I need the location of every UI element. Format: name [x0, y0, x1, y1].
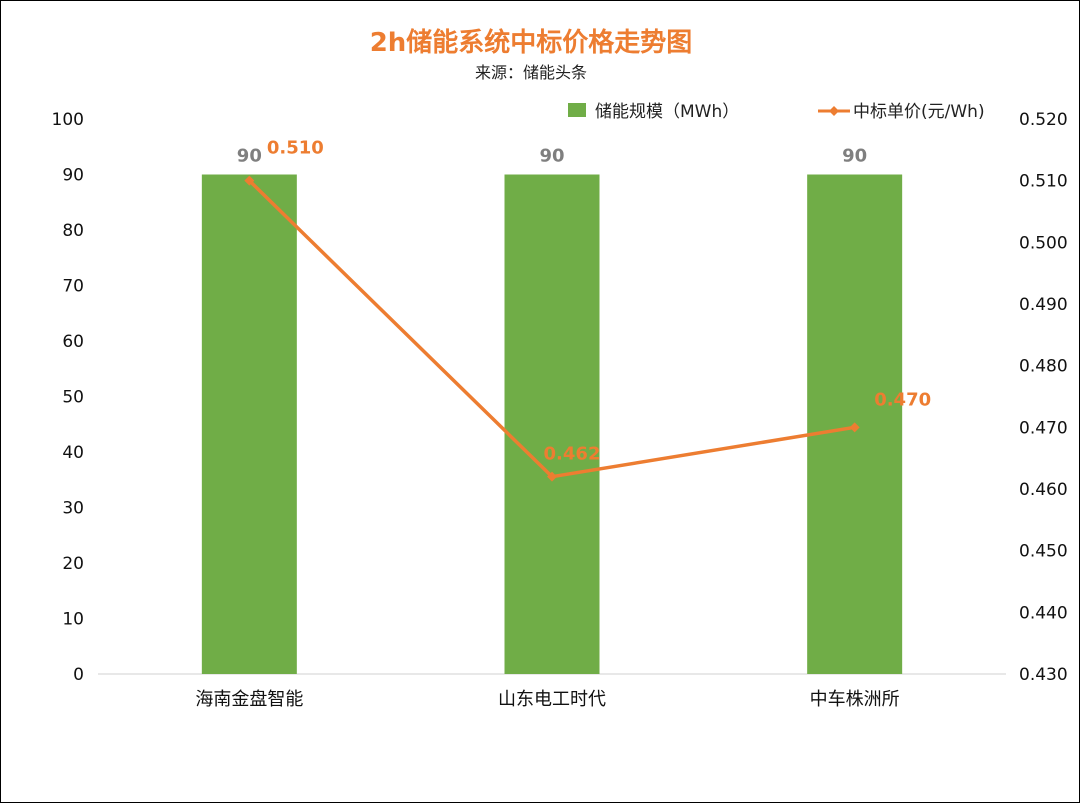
y-right-tick-label: 0.440	[1019, 603, 1068, 623]
line-marker	[849, 422, 860, 433]
y-right-tick-label: 0.500	[1019, 233, 1068, 253]
line-marker	[547, 471, 557, 482]
y-left-tick-label: 100	[52, 110, 84, 130]
bar	[504, 174, 600, 674]
y-left-tick-label: 60	[62, 332, 84, 352]
x-category-label: 海南金盘智能	[195, 689, 303, 710]
axes: 0 10 20 30 40 50 60 70 80 90 100 0.430 0.440 0.450 0.4…	[52, 110, 1068, 710]
y-left-tick-label: 80	[62, 221, 84, 241]
y-right-tick-label: 0.460	[1019, 480, 1068, 500]
chart-title: 2h储能系统中标价格走势图	[370, 27, 693, 58]
bar-value-label: 90	[842, 146, 867, 167]
y-right-tick-label: 0.430	[1019, 665, 1068, 685]
y-left-tick-label: 70	[62, 277, 84, 297]
line-value-label: 0.510	[267, 138, 324, 159]
line-value-label: 0.462	[544, 444, 601, 465]
bar	[201, 174, 297, 674]
y-left-tick-label: 0	[73, 665, 84, 685]
y-left-tick-label: 40	[62, 443, 84, 463]
line-series	[244, 175, 860, 482]
y-right-tick-label: 0.470	[1019, 418, 1068, 438]
legend: 储能规模（MWh） 中标单价(元/Wh)	[568, 102, 985, 122]
legend-line-marker	[829, 106, 839, 116]
line-marker	[244, 175, 255, 186]
y-left-tick-label: 50	[62, 388, 84, 408]
y-right-tick-label: 0.490	[1019, 295, 1068, 315]
y-left-tick-label: 10	[62, 610, 84, 630]
y-right-tick-label: 0.520	[1019, 110, 1068, 130]
y-right-tick-label: 0.480	[1019, 357, 1068, 377]
bar-series	[201, 174, 903, 674]
y-left-tick-label: 20	[62, 554, 84, 574]
line-value-label: 0.470	[874, 389, 931, 410]
legend-bar-swatch	[568, 103, 586, 117]
y-right-tick-label: 0.450	[1019, 542, 1068, 562]
legend-bar-label: 储能规模（MWh）	[595, 102, 739, 122]
chart-subtitle: 来源：储能头条	[475, 63, 587, 82]
legend-line-label: 中标单价(元/Wh)	[853, 102, 985, 122]
y-left-tick-label: 90	[62, 166, 84, 186]
x-category-label: 中车株洲所	[810, 689, 900, 710]
y-left-tick-label: 30	[62, 499, 84, 519]
y-right-tick-label: 0.510	[1019, 172, 1068, 192]
bar-value-label: 90	[539, 146, 564, 167]
x-category-label: 山东电工时代	[498, 689, 606, 710]
bar-value-label: 90	[237, 146, 262, 167]
